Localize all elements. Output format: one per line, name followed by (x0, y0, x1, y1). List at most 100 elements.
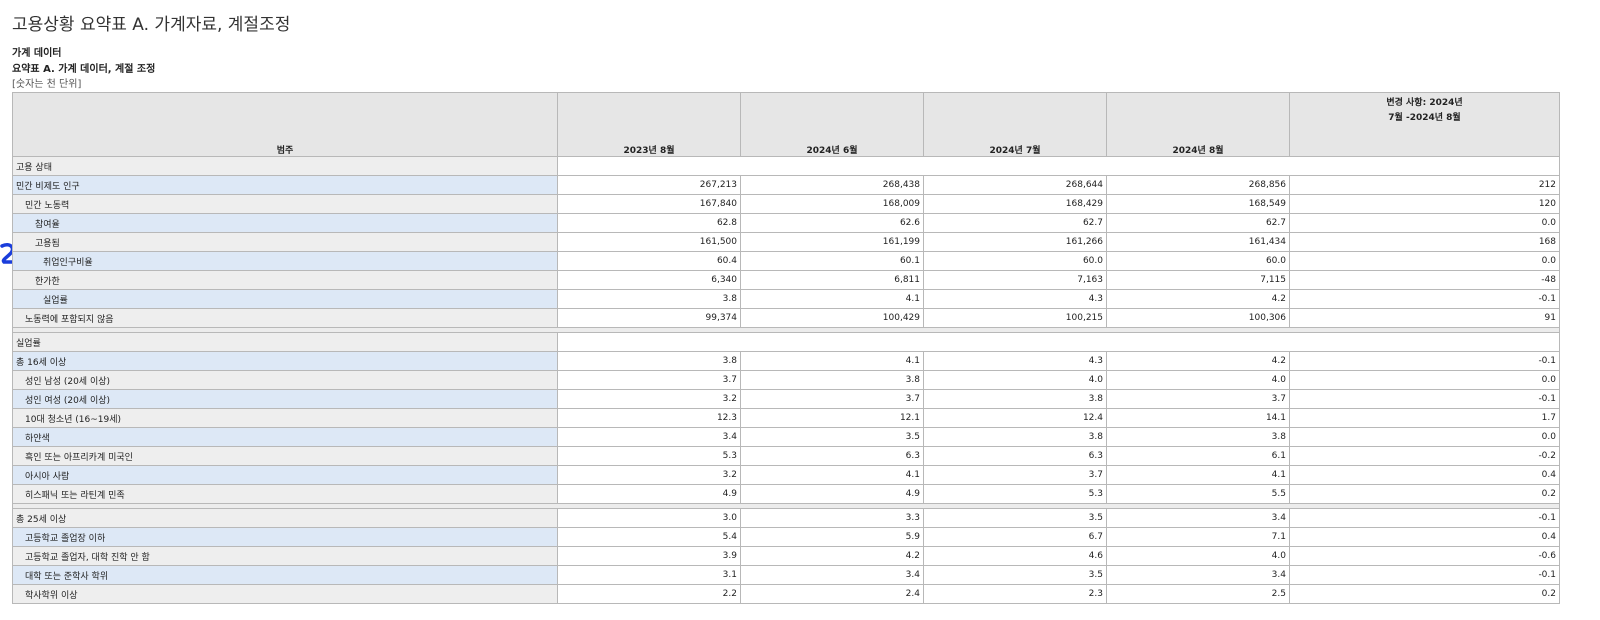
row-label: 고등학교 졸업자, 대학 진학 안 함 (12, 546, 558, 566)
value-cell: 3.4 (557, 427, 741, 447)
value-cell: 3.1 (557, 565, 741, 585)
value-cell: 5.3 (923, 484, 1107, 504)
value-cell: -0.1 (1289, 508, 1560, 528)
table-row: 한가한 6,340 6,811 7,163 7,115 -48 (12, 270, 1560, 290)
value-cell: 4.6 (923, 546, 1107, 566)
value-cell: 4.9 (740, 484, 924, 504)
value-cell: 6.3 (740, 446, 924, 466)
table-row: 민간 비제도 인구 267,213 268,438 268,644 268,856 212 (12, 175, 1560, 195)
value-cell: 100,215 (923, 308, 1107, 328)
value-cell: 4.1 (740, 465, 924, 485)
value-cell: 212 (1289, 175, 1560, 195)
row-label: 학사학위 이상 (12, 584, 558, 604)
row-label: 아시아 사람 (12, 465, 558, 485)
value-cell: 100,429 (740, 308, 924, 328)
table-row: 하얀색 3.4 3.5 3.8 3.8 0.0 (12, 427, 1560, 447)
value-cell: -0.1 (1289, 389, 1560, 409)
row-label: 히스패닉 또는 라틴계 민족 (12, 484, 558, 504)
value-cell: 161,434 (1106, 232, 1290, 252)
section-empty-cell (557, 332, 1560, 352)
value-cell: -0.6 (1289, 546, 1560, 566)
summary-table: 범주 2023년 8월 2024년 6월 2024년 7월 2024년 8월 변… (12, 92, 1560, 604)
row-label: 민간 노동력 (12, 194, 558, 214)
value-cell: 62.8 (557, 213, 741, 233)
value-cell: 168,009 (740, 194, 924, 214)
value-cell: 6.1 (1106, 446, 1290, 466)
table-header-row: 범주 2023년 8월 2024년 6월 2024년 7월 2024년 8월 변… (12, 92, 1560, 157)
value-cell: 268,856 (1106, 175, 1290, 195)
table-row: 대학 또는 준학사 학위 3.1 3.4 3.5 3.4 -0.1 (12, 565, 1560, 585)
unit-note: [숫자는 천 단위] (12, 79, 82, 90)
section-label: 고용 상태 (12, 156, 558, 176)
row-label: 노동력에 포함되지 않음 (12, 308, 558, 328)
value-cell: 4.3 (923, 289, 1107, 309)
value-cell: 3.4 (740, 565, 924, 585)
value-cell: 3.8 (1106, 427, 1290, 447)
value-cell: 4.0 (923, 370, 1107, 390)
value-cell: 0.0 (1289, 213, 1560, 233)
section-employment-status: 고용 상태 (12, 156, 1560, 176)
value-cell: 3.7 (1106, 389, 1290, 409)
value-cell: 5.5 (1106, 484, 1290, 504)
value-cell: 60.0 (1106, 251, 1290, 271)
value-cell: 161,500 (557, 232, 741, 252)
value-cell: 4.2 (1106, 351, 1290, 371)
value-cell: 62.6 (740, 213, 924, 233)
header-category: 범주 (12, 92, 558, 157)
row-label: 성인 남성 (20세 이상) (12, 370, 558, 390)
value-cell: 3.9 (557, 546, 741, 566)
value-cell: 7.1 (1106, 527, 1290, 547)
value-cell: 3.8 (557, 289, 741, 309)
table-row: 성인 남성 (20세 이상) 3.7 3.8 4.0 4.0 0.0 (12, 370, 1560, 390)
table-row: 학사학위 이상 2.2 2.4 2.3 2.5 0.2 (12, 584, 1560, 604)
value-cell: 3.4 (1106, 508, 1290, 528)
row-label: 흑인 또는 아프리카계 미국인 (12, 446, 558, 466)
table-row: 흑인 또는 아프리카계 미국인 5.3 6.3 6.3 6.1 -0.2 (12, 446, 1560, 466)
value-cell: 60.0 (923, 251, 1107, 271)
subtitle-summary-table: 요약표 A. 가계 데이터, 계절 조정 (12, 64, 156, 75)
value-cell: 2.2 (557, 584, 741, 604)
value-cell: 4.2 (1106, 289, 1290, 309)
value-cell: 3.5 (740, 427, 924, 447)
value-cell: 268,438 (740, 175, 924, 195)
value-cell: 167,840 (557, 194, 741, 214)
value-cell: 168,549 (1106, 194, 1290, 214)
value-cell: 12.1 (740, 408, 924, 428)
value-cell: 6,340 (557, 270, 741, 290)
value-cell: 62.7 (1106, 213, 1290, 233)
value-cell: 3.0 (557, 508, 741, 528)
section-label: 실업률 (12, 332, 558, 352)
header-2024-jul: 2024년 7월 (923, 92, 1107, 157)
value-cell: 3.8 (557, 351, 741, 371)
table-row: 총 25세 이상 3.0 3.3 3.5 3.4 -0.1 (12, 508, 1560, 528)
header-change-line1: 변경 사항: 2024년 (1386, 98, 1463, 108)
header-change: 변경 사항: 2024년 7월 -2024년 8월 (1289, 92, 1560, 157)
value-cell: 168 (1289, 232, 1560, 252)
row-label: 고등학교 졸업장 이하 (12, 527, 558, 547)
row-label: 실업률 (12, 289, 558, 309)
row-label: 민간 비제도 인구 (12, 175, 558, 195)
value-cell: 3.4 (1106, 565, 1290, 585)
value-cell: 3.7 (923, 465, 1107, 485)
table-row: 히스패닉 또는 라틴계 민족 4.9 4.9 5.3 5.5 0.2 (12, 484, 1560, 504)
value-cell: 4.0 (1106, 546, 1290, 566)
table-row: 민간 노동력 167,840 168,009 168,429 168,549 120 (12, 194, 1560, 214)
value-cell: 5.9 (740, 527, 924, 547)
table-row: 고용됨 161,500 161,199 161,266 161,434 168 (12, 232, 1560, 252)
value-cell: 3.3 (740, 508, 924, 528)
value-cell: 161,199 (740, 232, 924, 252)
value-cell: 161,266 (923, 232, 1107, 252)
header-change-line2: 7월 -2024년 8월 (1388, 113, 1461, 123)
value-cell: 4.1 (740, 351, 924, 371)
value-cell: 3.7 (740, 389, 924, 409)
value-cell: 0.2 (1289, 484, 1560, 504)
value-cell: 0.4 (1289, 527, 1560, 547)
table-row: 고등학교 졸업장 이하 5.4 5.9 6.7 7.1 0.4 (12, 527, 1560, 547)
value-cell: -48 (1289, 270, 1560, 290)
value-cell: 4.3 (923, 351, 1107, 371)
value-cell: 3.5 (923, 508, 1107, 528)
value-cell: 3.8 (923, 427, 1107, 447)
value-cell: 7,163 (923, 270, 1107, 290)
value-cell: 60.1 (740, 251, 924, 271)
value-cell: 4.2 (740, 546, 924, 566)
